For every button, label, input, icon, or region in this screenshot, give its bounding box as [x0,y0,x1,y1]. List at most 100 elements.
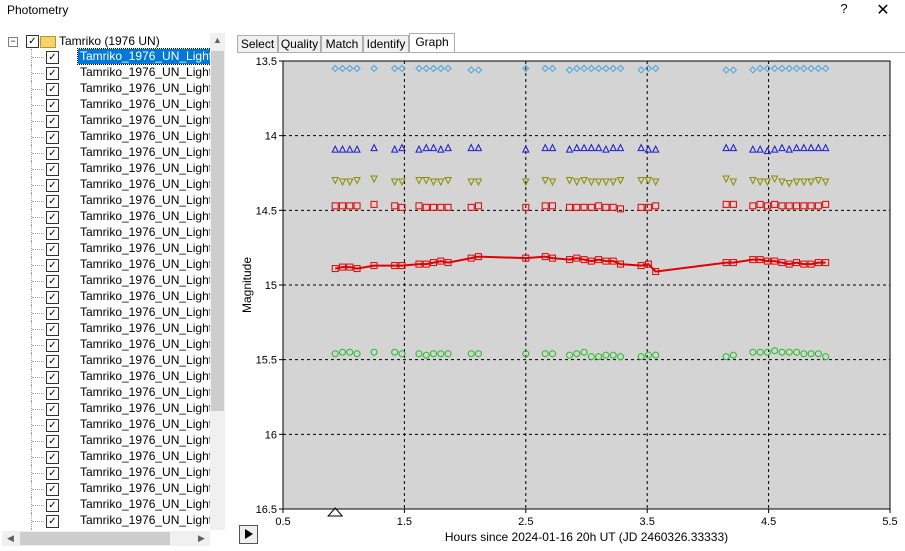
data-point-diamond [331,64,339,73]
tree-item[interactable]: ✓Tamriko_1976_UN_Light_0 [2,513,224,529]
tree-item[interactable]: ✓Tamriko_1976_UN_Light_0 [2,257,224,273]
tree-item[interactable]: ✓Tamriko_1976_UN_Light_0 [2,321,224,337]
item-checkbox[interactable]: ✓ [46,227,59,240]
tree-item[interactable]: ✓Tamriko_1976_UN_Light_0 [2,481,224,497]
item-checkbox[interactable]: ✓ [46,179,59,192]
item-checkbox[interactable]: ✓ [46,323,59,336]
data-point-square [580,256,588,264]
tree-root-node[interactable]: − ✓ Tamriko (1976 UN) [2,33,224,50]
data-point-square [602,203,610,211]
item-checkbox[interactable]: ✓ [46,419,59,432]
tree-vertical-scrollbar[interactable]: ▲ [210,33,225,530]
tree-item[interactable]: ✓Tamriko_1976_UN_Light_0 [2,209,224,225]
tree-item[interactable]: ✓Tamriko_1976_UN_Light_0 [2,289,224,305]
tree-item[interactable]: ✓Tamriko_1976_UN_Light_0 [2,113,224,129]
tree-item[interactable]: ✓Tamriko_1976_UN_Light_0 [2,337,224,353]
help-button[interactable]: ? [840,1,848,16]
tree-item[interactable]: ✓Tamriko_1976_UN_Light_0 [2,65,224,81]
tree-item[interactable]: ✓Tamriko_1976_UN_Light_0 [2,417,224,433]
item-checkbox[interactable]: ✓ [46,339,59,352]
item-checkbox[interactable]: ✓ [46,99,59,112]
item-checkbox[interactable]: ✓ [46,115,59,128]
data-point-square [807,202,815,210]
data-point-triangle-up [521,144,530,153]
tree-item[interactable]: ✓Tamriko_1976_UN_Light_0 [2,305,224,321]
tree-item[interactable]: ✓Tamriko_1976_UN_Light_0 [2,385,224,401]
collapse-toggle[interactable]: − [8,37,18,47]
item-checkbox[interactable]: ✓ [46,291,59,304]
item-checkbox[interactable]: ✓ [46,515,59,528]
tree-item[interactable]: ✓Tamriko_1976_UN_Light_0 [2,225,224,241]
data-point-square [338,263,346,271]
item-checkbox[interactable]: ✓ [46,131,59,144]
tree-item[interactable]: ✓Tamriko_1976_UN_Light_0 [2,273,224,289]
item-checkbox[interactable]: ✓ [46,451,59,464]
scroll-up-arrow-icon[interactable]: ▲ [213,35,222,45]
tree-item[interactable]: ✓Tamriko_1976_UN_Light_0 [2,145,224,161]
item-checkbox[interactable]: ✓ [46,355,59,368]
item-checkbox[interactable]: ✓ [46,211,59,224]
tree-guide-line [31,433,44,449]
item-checkbox[interactable]: ✓ [46,435,59,448]
tree-item[interactable]: ✓Tamriko_1976_UN_Light_0 [2,529,224,530]
item-checkbox[interactable]: ✓ [46,163,59,176]
tree-item[interactable]: ✓Tamriko_1976_UN_Light_0 [2,449,224,465]
tree-item[interactable]: ✓Tamriko_1976_UN_Light_0 [2,193,224,209]
item-checkbox[interactable]: ✓ [46,403,59,416]
tree-item[interactable]: ✓Tamriko_1976_UN_Light_0 [2,97,224,113]
tree-item[interactable]: ✓Tamriko_1976_UN_Light_0 [2,433,224,449]
play-button[interactable] [239,525,258,544]
item-checkbox[interactable]: ✓ [46,259,59,272]
tab-graph[interactable]: Graph [409,33,455,53]
tree-item[interactable]: ✓Tamriko_1976_UN_Light_0 [2,81,224,97]
tab-select[interactable]: Select [237,35,278,53]
scroll-left-arrow-icon[interactable]: ◀ [7,533,14,543]
tree-item[interactable]: ✓Tamriko_1976_UN_Light_0 [2,241,224,257]
magnitude-chart[interactable]: 0.5 1.5 2.5 3.5 4.5 5.5 13.5 14 14.5 15 15.5 16 16.5… [237,53,905,548]
vertical-scroll-thumb[interactable] [211,51,224,411]
item-checkbox[interactable]: ✓ [46,467,59,480]
item-checkbox[interactable]: ✓ [46,307,59,320]
item-checkbox[interactable]: ✓ [46,195,59,208]
tree-item[interactable]: ✓Tamriko_1976_UN_Light_0 [2,353,224,369]
tab-match[interactable]: Match [321,35,363,53]
data-point-triangle-down [548,178,557,187]
tree-item[interactable]: ✓Tamriko_1976_UN_Light_0 [2,465,224,481]
data-point-circle [602,351,610,359]
data-point-diamond [792,64,801,73]
item-checkbox[interactable]: ✓ [46,67,59,80]
data-point-square [602,257,610,265]
scroll-right-arrow-icon[interactable]: ▶ [198,533,205,543]
item-checkbox[interactable]: ✓ [46,371,59,384]
tree-item[interactable]: ✓Tamriko_1976_UN_Light_0 [2,129,224,145]
tree-item[interactable]: ✓Tamriko_1976_UN_Light_0 [2,48,224,65]
tree-item[interactable]: ✓Tamriko_1976_UN_Light_0 [2,177,224,193]
tab-quality[interactable]: Quality [278,35,321,53]
tree-guide-line [31,225,44,241]
close-button[interactable]: ✕ [876,2,890,19]
item-checkbox[interactable]: ✓ [46,483,59,496]
tree-item[interactable]: ✓Tamriko_1976_UN_Light_0 [2,497,224,513]
data-point-triangle-up [353,144,361,153]
item-checkbox[interactable]: ✓ [46,147,59,160]
horizontal-scroll-thumb[interactable] [20,532,170,545]
item-checkbox[interactable]: ✓ [46,387,59,400]
data-point-square [522,254,530,262]
tree-horizontal-scrollbar[interactable]: ◀ ▶ [2,531,210,546]
item-checkbox[interactable]: ✓ [46,243,59,256]
data-point-square [467,254,475,262]
item-checkbox[interactable]: ✓ [46,275,59,288]
y-tick-label: 13.5 [256,56,277,68]
item-checkbox[interactable]: ✓ [46,499,59,512]
item-checkbox[interactable]: ✓ [46,83,59,96]
tree-item[interactable]: ✓Tamriko_1976_UN_Light_0 [2,161,224,177]
tree-guide-line [31,385,44,401]
data-point-square [749,256,757,264]
tree-item[interactable]: ✓Tamriko_1976_UN_Light_0 [2,401,224,417]
data-point-triangle-down [398,178,406,187]
tree-item[interactable]: ✓Tamriko_1976_UN_Light_0 [2,369,224,385]
tab-identify[interactable]: Identify [363,35,409,53]
root-checkbox[interactable]: ✓ [26,35,39,48]
image-tree[interactable]: − ✓ Tamriko (1976 UN) ✓ Tamriko_1976_UN_L… [2,33,224,530]
item-checkbox[interactable]: ✓ [46,51,59,64]
